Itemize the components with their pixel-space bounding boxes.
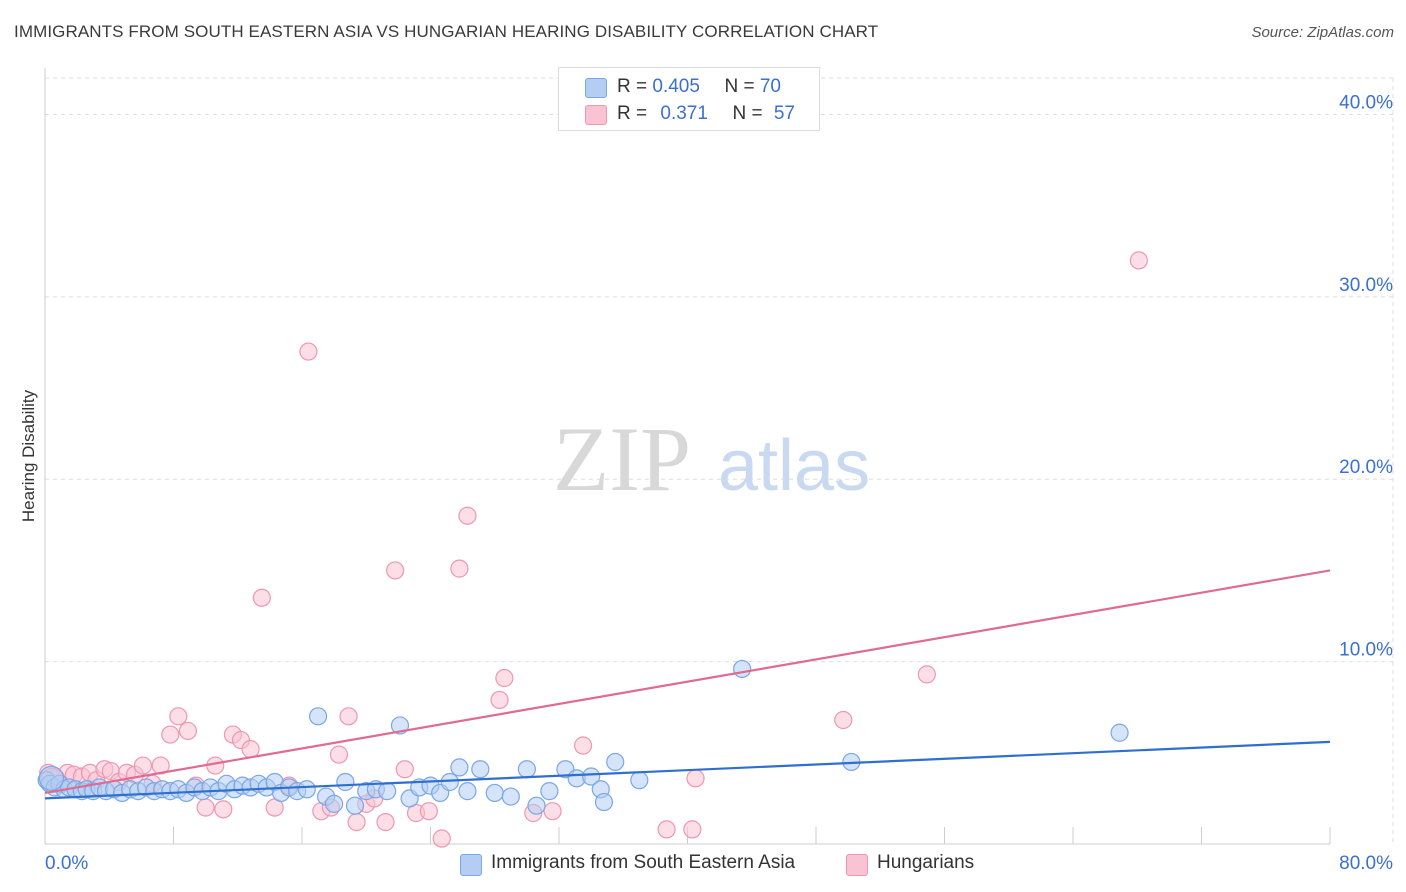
blue-point: [485, 783, 504, 803]
pink-n-label: N =: [732, 103, 768, 124]
pink-swatch: [585, 105, 607, 125]
blue-point: [582, 767, 601, 786]
pink-point: [458, 506, 477, 525]
blue-point: [594, 792, 614, 812]
blue-point: [517, 760, 536, 779]
source-label: Source: ZipAtlas.com: [1251, 24, 1394, 41]
pink-point: [329, 745, 349, 764]
pink-point: [1129, 251, 1148, 270]
pink-point: [573, 736, 593, 755]
pink-point: [196, 798, 215, 817]
blue-n-label: N =: [724, 76, 760, 97]
pink-point: [214, 800, 233, 819]
pink-point: [395, 760, 414, 779]
pink-point: [495, 668, 514, 688]
blue-point: [630, 771, 649, 790]
blue-trend-line: [44, 740, 1331, 800]
blue-point: [501, 787, 520, 806]
blue-point: [1110, 723, 1129, 742]
blue-point: [38, 765, 65, 791]
pink-point: [432, 829, 451, 848]
pink-point: [133, 756, 153, 775]
blue-swatch: [585, 78, 607, 98]
blue-r-value: 0.405: [652, 76, 700, 97]
pink-r-label: R =: [617, 103, 653, 124]
y-axis-label: Hearing Disability: [19, 389, 38, 522]
pink-point: [241, 740, 260, 759]
pink-point: [376, 813, 395, 832]
blue-r-label: R =: [617, 76, 653, 97]
trend-lines: [44, 569, 1331, 800]
pink-point: [161, 725, 180, 744]
axes: [44, 68, 1331, 845]
blue-point: [336, 772, 355, 792]
blue-point: [606, 752, 625, 772]
pink-point: [299, 342, 318, 361]
pink-point: [347, 813, 366, 832]
y-tick-label: 40.0%: [1339, 92, 1393, 113]
watermark-zip: ZIP: [553, 408, 691, 510]
blue-point: [733, 659, 752, 679]
legend-swatch-pink: [846, 854, 868, 876]
pink-n-value: 57: [773, 103, 795, 124]
pink-point: [834, 710, 853, 730]
legend-swatch-blue: [460, 854, 482, 876]
pink-point: [169, 707, 188, 726]
blue-point: [458, 782, 477, 801]
blue-point: [527, 796, 546, 815]
blue-point: [378, 782, 397, 801]
pink-point: [490, 690, 509, 710]
blue-n-value: 70: [759, 76, 781, 97]
blue-point: [450, 758, 469, 777]
pink-trend-line: [44, 569, 1331, 795]
y-tick-label: 30.0%: [1339, 275, 1393, 296]
blue-point: [325, 794, 344, 813]
tick-labels: 10.0% 20.0% 30.0% 40.0% 0.0% 80.0%: [45, 92, 1393, 874]
y-tick-label: 10.0%: [1339, 640, 1393, 661]
x-tick-label: 80.0%: [1339, 853, 1393, 874]
pink-point: [450, 559, 469, 578]
pink-point: [178, 721, 198, 741]
pink-point: [543, 802, 562, 821]
watermark: ZIP atlas: [553, 408, 870, 510]
blue-point: [540, 782, 559, 801]
blue-point: [345, 796, 365, 815]
pink-point: [252, 588, 271, 607]
pink-point: [386, 561, 405, 580]
pink-point: [151, 756, 170, 775]
watermark-atlas: atlas: [718, 426, 870, 506]
stats-legend: R = 0.405 N = 70 R = 0.371 N = 57: [558, 67, 820, 131]
x-tick-label: 0.0%: [45, 853, 88, 874]
chart-title: IMMIGRANTS FROM SOUTH EASTERN ASIA VS HU…: [14, 22, 879, 41]
pink-point: [419, 802, 438, 821]
pink-point: [683, 820, 702, 839]
blue-point: [471, 760, 490, 779]
y-tick-label: 20.0%: [1339, 457, 1393, 478]
legend-label-blue: Immigrants from South Eastern Asia: [491, 852, 796, 873]
pink-point: [657, 820, 676, 839]
blue-point: [440, 772, 459, 792]
pink-point: [686, 769, 705, 788]
pink-r-value: 0.371: [660, 103, 708, 124]
pink-point: [917, 665, 936, 684]
pink-point: [339, 707, 358, 726]
blue-point: [297, 780, 316, 799]
legend-label-pink: Hungarians: [877, 852, 975, 873]
blue-point: [308, 707, 328, 726]
